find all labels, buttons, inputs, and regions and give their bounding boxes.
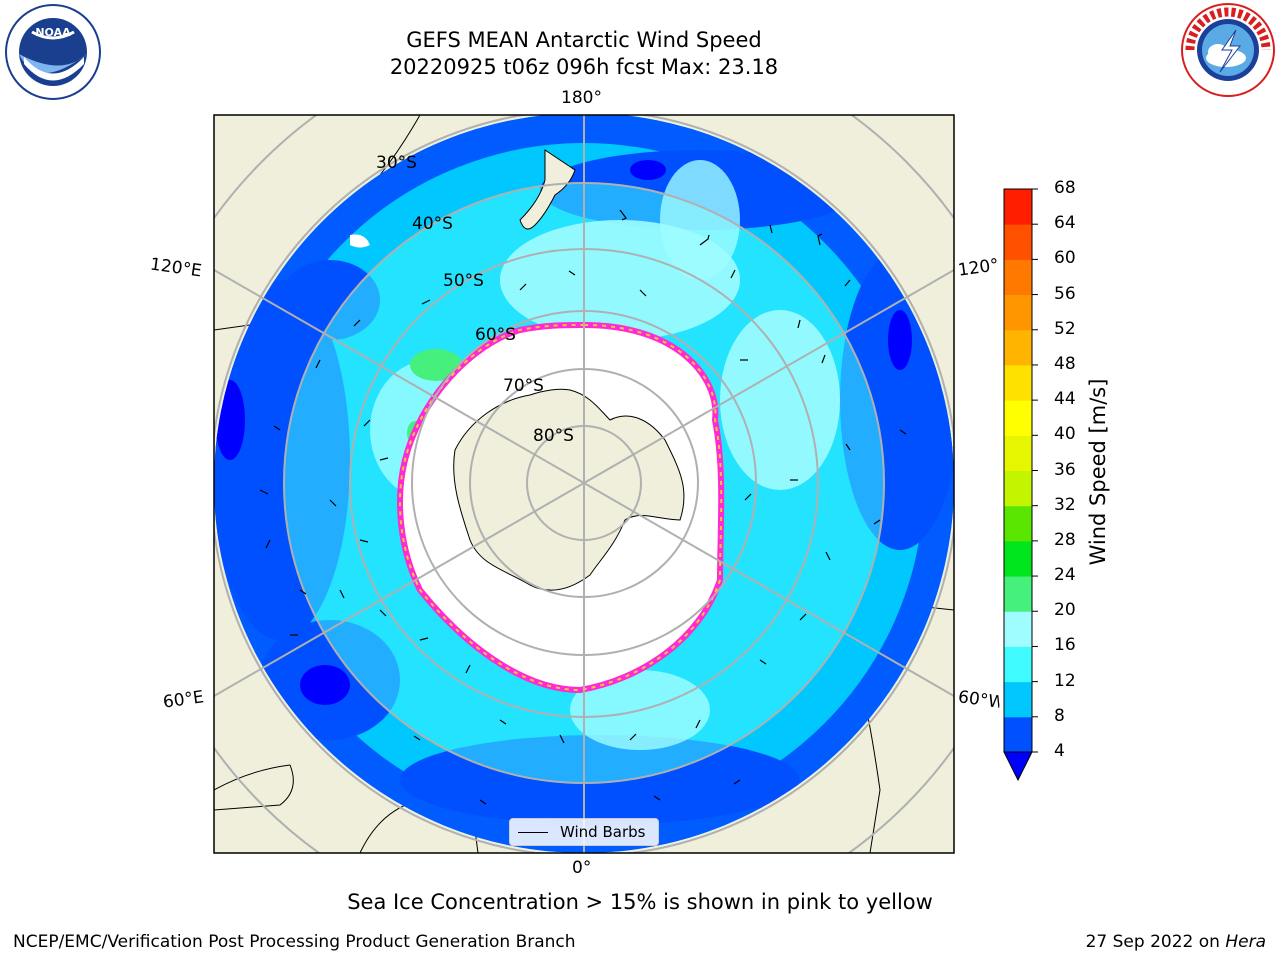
corner-land-nw	[214, 115, 300, 140]
colorbar-segment	[1004, 259, 1032, 296]
colorbar-segment	[1004, 400, 1032, 436]
colorbar-tick-label: 8	[1054, 705, 1065, 726]
colorbar-tick-label: 4	[1054, 741, 1065, 761]
forecast-subtitle: 20220925 t06z 096h fcst Max: 23.18	[389, 55, 779, 79]
colorbar-tick-label: 16	[1054, 635, 1076, 656]
footer-date: 27 Sep 2022 on Hera	[1086, 932, 1266, 952]
colorbar-tick-label: 68	[1054, 178, 1076, 198]
colorbar-tick-label: 20	[1054, 600, 1076, 621]
colorbar-tick-label: 28	[1054, 529, 1076, 550]
colorbar-segment	[1004, 540, 1032, 577]
colorbar-tick-label: 48	[1054, 353, 1076, 374]
lat-label-80s: 80°S	[533, 426, 574, 446]
graticule	[214, 115, 954, 853]
colorbar-tick-label: 52	[1054, 318, 1076, 339]
colorbar-segment	[1004, 224, 1032, 260]
legend-label: Wind Barbs	[560, 823, 646, 841]
sea-ice-note: Sea Ice Concentration > 15% is shown in …	[347, 890, 933, 914]
colorbar-extend-arrow	[1003, 751, 1033, 782]
footer-credit: NCEP/EMC/Verification Post Processing Pr…	[13, 932, 576, 952]
colorbar-segment	[1004, 435, 1032, 471]
colorbar-segment	[1004, 716, 1032, 753]
colorbar-segment	[1004, 646, 1032, 683]
lat-label-40s: 40°S	[412, 214, 453, 234]
colorbar-tick-label: 24	[1054, 565, 1076, 586]
colorbar-segment	[1004, 364, 1032, 401]
colorbar-tick-label: 40	[1054, 424, 1076, 445]
lat-label-30s: 30°S	[376, 153, 417, 173]
colorbar-segment	[1004, 470, 1032, 507]
colorbar-tick-label: 36	[1054, 459, 1076, 480]
wind-barb-legend: Wind Barbs	[509, 818, 659, 846]
footer-system: Hera	[1225, 932, 1266, 952]
colorbar-tick-label: 56	[1054, 283, 1076, 304]
colorbar-title: Wind Speed [m/s]	[1086, 378, 1110, 566]
legend-line-swatch	[518, 832, 548, 833]
lat-label-60s: 60°S	[475, 325, 516, 345]
colorbar-segment	[1004, 681, 1032, 718]
colorbar-tick-label: 32	[1054, 494, 1076, 515]
colorbar-segment	[1004, 294, 1032, 331]
nws-logo	[1181, 3, 1275, 97]
colorbar-tick-label: 12	[1054, 670, 1076, 691]
colorbar-segment	[1004, 329, 1032, 366]
colorbar-tick-label: 60	[1054, 248, 1076, 269]
footer-date-text: 27 Sep 2022 on	[1085, 932, 1220, 952]
map-frame	[213, 114, 955, 854]
colorbar-tick-label: 44	[1054, 389, 1076, 410]
map-title: GEFS MEAN Antarctic Wind Speed	[406, 28, 762, 52]
colorbar-segment	[1004, 576, 1032, 612]
svg-text:NOAA: NOAA	[35, 26, 71, 39]
wind-barbs	[259, 209, 907, 805]
colorbar-segment	[1004, 505, 1032, 542]
colorbar-tick-label: 64	[1054, 213, 1076, 234]
lon-label-bottom: 0°	[572, 858, 592, 878]
colorbar	[1003, 188, 1038, 782]
colorbar-segment	[1004, 189, 1032, 225]
noaa-logo: NOAA	[5, 4, 101, 100]
lat-label-50s: 50°S	[443, 271, 484, 291]
lon-label-top: 180°	[561, 88, 602, 108]
colorbar-segment	[1004, 611, 1032, 647]
lat-label-70s: 70°S	[503, 376, 544, 396]
